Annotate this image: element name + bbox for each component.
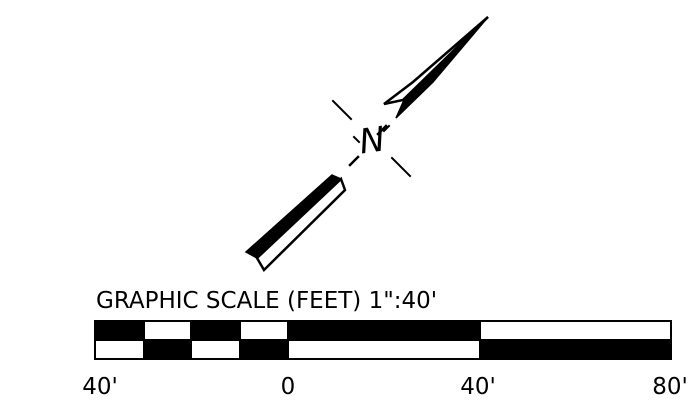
scale-bar-segment — [143, 320, 192, 341]
scale-label-zero: 0 — [281, 374, 296, 400]
scale-bar-segment — [94, 339, 145, 360]
scale-bar-segment — [190, 339, 241, 360]
scale-bar-segment — [479, 320, 672, 341]
north-arrow-head — [383, 16, 489, 119]
scale-label-right: 80' — [652, 374, 688, 400]
scale-bar-segment — [287, 339, 481, 360]
scale-label-left: 40' — [82, 374, 118, 400]
north-arrow: N — [244, 16, 489, 273]
scale-bar — [94, 320, 672, 360]
scale-title: GRAPHIC SCALE (FEET) 1":40' — [96, 288, 437, 314]
scale-bar-segment — [239, 320, 289, 341]
scale-bar-segment — [287, 320, 481, 341]
north-arrow-connector — [376, 124, 388, 136]
scale-bar-segment — [143, 339, 192, 360]
north-arrow-connector — [348, 155, 360, 167]
scale-bar-segment — [479, 339, 672, 360]
north-arrow-tail — [244, 174, 347, 273]
scale-bar-segment — [190, 320, 241, 341]
scale-bar-segment — [239, 339, 289, 360]
north-arrow-crosshair — [382, 124, 391, 133]
scale-bar-outline — [94, 320, 672, 360]
scale-label-mid: 40' — [460, 374, 496, 400]
graphic-scale: GRAPHIC SCALE (FEET) 1":40' 40' 0 40' 80… — [82, 288, 688, 400]
north-arrow-crosshair — [390, 156, 412, 178]
scale-bar-segment — [94, 320, 145, 341]
north-arrow-crosshair — [331, 99, 353, 121]
north-arrow-letter: N — [357, 119, 388, 162]
north-arrow-crosshair — [352, 135, 361, 144]
